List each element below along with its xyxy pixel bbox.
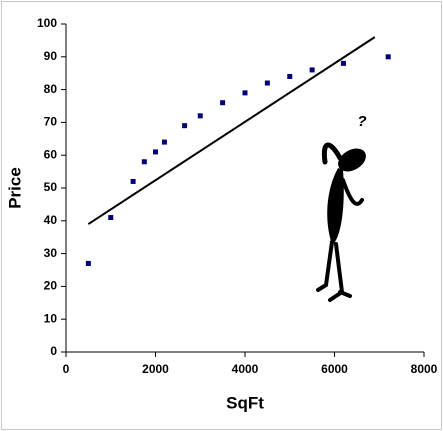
- y-tick-label: 70: [44, 115, 58, 129]
- data-point: [153, 149, 158, 155]
- y-tick-label: 10: [44, 311, 58, 325]
- y-tick-label: 50: [44, 180, 58, 194]
- x-axis-title: SqFt: [226, 393, 264, 412]
- y-tick-label: 40: [44, 213, 58, 227]
- data-point: [264, 80, 270, 86]
- x-tick-label: 6000: [321, 362, 348, 376]
- y-tick-label: 20: [44, 279, 58, 293]
- data-point: [385, 54, 391, 60]
- data-point: [309, 67, 315, 73]
- data-point: [220, 100, 226, 106]
- data-point: [108, 215, 114, 221]
- x-tick-label: 8000: [411, 362, 438, 376]
- annotation: ?: [357, 113, 366, 130]
- data-point: [242, 90, 248, 96]
- y-tick-label: 0: [50, 344, 57, 358]
- y-axis-title: Price: [5, 167, 24, 209]
- data-point: [161, 139, 167, 145]
- thinking-figure: [316, 142, 366, 302]
- y-tick-label: 80: [44, 82, 58, 96]
- x-tick-label: 2000: [142, 362, 169, 376]
- trend-line: [87, 36, 376, 225]
- y-tick-label: 60: [44, 147, 58, 161]
- y-tick-label: 30: [44, 246, 58, 260]
- y-tick-label: 90: [44, 49, 58, 63]
- data-point: [197, 113, 203, 119]
- data-point: [130, 178, 136, 184]
- data-point: [287, 73, 293, 79]
- data-point: [85, 260, 91, 266]
- data-point: [182, 123, 188, 129]
- x-tick-label: 0: [63, 362, 70, 376]
- data-point: [340, 60, 346, 66]
- y-tick-label: 100: [37, 16, 57, 30]
- x-tick-label: 4000: [232, 362, 259, 376]
- data-point: [141, 159, 147, 165]
